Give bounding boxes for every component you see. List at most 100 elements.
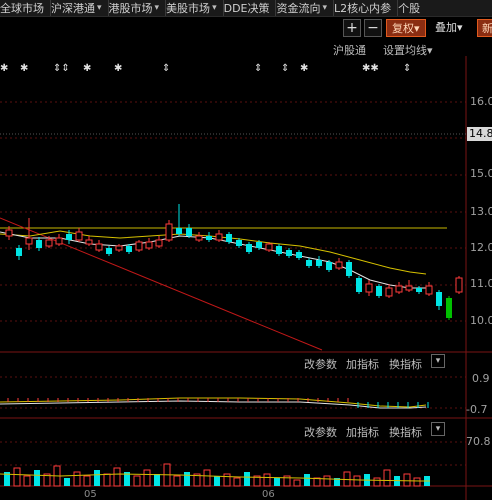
star-marker-icon: ✱ bbox=[0, 63, 9, 74]
chevron-down-icon: ▾ bbox=[212, 3, 217, 13]
arrows-marker-icon: ⇕ bbox=[162, 63, 171, 74]
candle-body bbox=[455, 277, 463, 293]
volume-bar bbox=[4, 472, 10, 486]
indicator-value: 0.9 bbox=[472, 372, 490, 385]
volume-bar bbox=[403, 473, 411, 487]
candle-body bbox=[145, 241, 153, 249]
top-tab-bar: 全球市场 沪深港通 ▾ 港股市场 ▾ 美股市场 ▾ DDE决策 资金流向 ▾ L2核心内… bbox=[0, 0, 492, 17]
candle-body bbox=[176, 228, 182, 234]
volume-bar bbox=[263, 473, 271, 487]
volume-ma-line bbox=[0, 473, 430, 482]
tab-label: DDE决策 bbox=[223, 2, 270, 15]
candle-body bbox=[16, 248, 22, 256]
volume-bar bbox=[34, 470, 40, 486]
volume-bar bbox=[73, 471, 81, 487]
fuquan-button[interactable]: 复权 ▾ bbox=[386, 19, 426, 37]
chevron-down-icon: ▾ bbox=[457, 20, 463, 34]
switch-indicator-button[interactable]: 换指标 bbox=[389, 358, 422, 371]
chevron-down-icon: ▾ bbox=[322, 3, 328, 13]
volume-bar bbox=[94, 470, 100, 486]
hugutong-link[interactable]: 沪股通 bbox=[333, 44, 366, 57]
volume-bar bbox=[383, 469, 391, 487]
indicator-menu-icon[interactable]: ▾ bbox=[431, 354, 445, 368]
candle-body bbox=[376, 286, 382, 296]
change-params-button[interactable]: 改参数 bbox=[304, 426, 337, 439]
candle-body bbox=[5, 229, 13, 237]
arrows-marker-icon: ⇕ bbox=[403, 63, 412, 74]
candle-body bbox=[236, 240, 242, 246]
volume-bar bbox=[154, 474, 160, 486]
candle-body bbox=[365, 283, 373, 293]
volume-value: 70.8 bbox=[466, 435, 491, 448]
candle-body bbox=[405, 285, 413, 291]
indicator1-bars bbox=[7, 398, 429, 408]
tab-stock[interactable]: 个股 bbox=[395, 0, 426, 16]
tab-fund-flow[interactable]: 资金流向 ▾ bbox=[273, 0, 335, 16]
tab-global-market[interactable]: 全球市场 bbox=[0, 0, 51, 16]
star-marker-icon: ✱ bbox=[20, 63, 29, 74]
candle-body bbox=[356, 278, 362, 292]
indicator-menu-icon[interactable]: ▾ bbox=[431, 422, 445, 436]
tab-label: 美股市场 bbox=[166, 2, 211, 15]
candle-body bbox=[446, 298, 452, 318]
tab-dde[interactable]: DDE决策 bbox=[221, 0, 277, 16]
candle-body bbox=[286, 250, 292, 256]
ma-settings-button[interactable]: 设置均线▾ bbox=[383, 42, 433, 58]
add-indicator-button[interactable]: 加指标 bbox=[346, 358, 379, 371]
candle-body bbox=[265, 243, 273, 251]
fuquan-label: 复权 bbox=[392, 22, 414, 35]
volume-bar bbox=[173, 475, 181, 487]
price-label: 13.00 bbox=[470, 205, 492, 218]
date-label: 05 bbox=[84, 489, 97, 500]
volume-bar bbox=[203, 469, 211, 487]
volume-bar bbox=[373, 477, 381, 487]
new-button[interactable]: 新 bbox=[477, 19, 492, 37]
change-params-button[interactable]: 改参数 bbox=[304, 358, 337, 371]
candle-body bbox=[36, 240, 42, 248]
candle-body bbox=[246, 244, 252, 252]
volume-bar bbox=[253, 475, 261, 487]
tab-label: L2核心内参 bbox=[334, 2, 392, 15]
candle-body bbox=[186, 228, 192, 236]
candle-body bbox=[106, 248, 112, 254]
candle-body bbox=[346, 262, 352, 276]
arrows-marker-icon: ⇕⇕ bbox=[53, 63, 70, 74]
candle-body bbox=[45, 239, 53, 247]
candle-body bbox=[296, 252, 302, 258]
volume-bar bbox=[103, 473, 111, 487]
volume-bar bbox=[323, 475, 331, 487]
candle-body bbox=[135, 241, 143, 251]
indicator-value: -0.7 bbox=[466, 403, 488, 416]
add-indicator-button[interactable]: 加指标 bbox=[346, 426, 379, 439]
overlay-button[interactable]: 叠加 ▾ bbox=[432, 19, 466, 35]
switch-indicator-button[interactable]: 换指标 bbox=[389, 426, 422, 439]
volume-bar bbox=[413, 477, 421, 487]
candle-body bbox=[335, 261, 343, 269]
candle-body bbox=[385, 287, 393, 297]
price-label: 15.00 bbox=[470, 167, 492, 180]
tab-l2[interactable]: L2核心内参 bbox=[331, 0, 399, 16]
candle-body bbox=[276, 246, 282, 254]
current-price-label: 14.88 bbox=[467, 127, 492, 141]
chart-toolbar: + − 复权 ▾ 叠加 ▾ 新 bbox=[0, 17, 492, 37]
star-marker-icon: ✱✱ bbox=[362, 63, 379, 74]
volume-bar bbox=[313, 477, 321, 487]
price-label: 10.00 bbox=[470, 314, 492, 327]
volume-bar bbox=[293, 479, 301, 487]
candle-body bbox=[126, 246, 132, 252]
zoom-out-button[interactable]: − bbox=[364, 19, 382, 37]
volume-bar bbox=[64, 478, 70, 486]
price-label: 12.00 bbox=[470, 241, 492, 254]
volume-bar bbox=[214, 476, 220, 486]
tab-hk-market[interactable]: 港股市场 ▾ bbox=[106, 0, 167, 16]
tab-us-market[interactable]: 美股市场 ▾ bbox=[163, 0, 224, 16]
candle-body bbox=[195, 235, 203, 241]
volume-bar bbox=[13, 467, 21, 487]
arrows-marker-icon: ⇕ bbox=[281, 63, 290, 74]
candle-body bbox=[206, 236, 212, 240]
volume-bar bbox=[353, 475, 361, 487]
zoom-in-button[interactable]: + bbox=[343, 19, 361, 37]
candle-body bbox=[326, 262, 332, 270]
tab-hk-sh-connect[interactable]: 沪深港通 ▾ bbox=[48, 0, 109, 16]
